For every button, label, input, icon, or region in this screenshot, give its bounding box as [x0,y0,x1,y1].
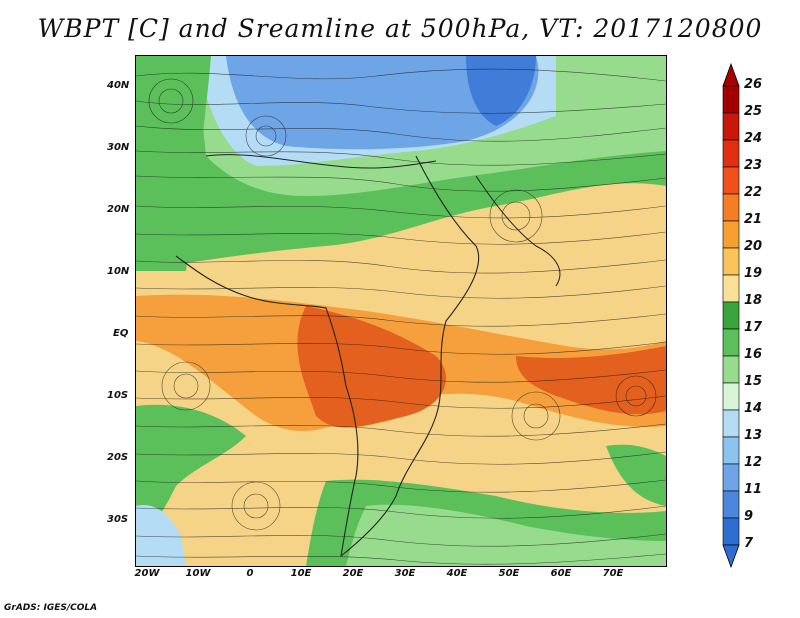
coastline-africa [175,255,359,557]
shade-west-green [136,56,211,271]
shade-east-red [516,346,666,415]
shade-sw-cool [136,505,186,566]
lon-tick: 60E [550,568,572,579]
colorbar-swatch [722,301,740,330]
colorbar-level-label: 12 [744,455,763,470]
colorbar-swatch [722,193,740,222]
shade-north-cold-core [466,56,536,126]
chart-title: WBPT [C] and Sreamline at 500hPa, VT: 20… [37,14,763,43]
colorbar-swatch [722,328,740,357]
colorbar-level-label: 20 [744,239,763,254]
map-panel [135,55,667,567]
colorbar-swatch [722,355,740,384]
streamlines [136,68,666,565]
lon-tick: 70E [602,568,624,579]
colorbar-level-label: 15 [744,374,763,389]
colorbar-level-label: 19 [744,266,763,281]
colorbar-level-label: 21 [744,212,763,227]
colorbar-swatch [722,166,740,195]
coastline-east-africa [340,155,480,557]
lat-tick: EQ [113,328,129,339]
coastline-arabia [475,175,561,287]
lon-tick: 10W [185,568,211,579]
colorbar-swatch [722,517,740,546]
shade-south-east-green [606,444,666,506]
lon-tick: 20E [342,568,364,579]
lon-tick: 10E [290,568,312,579]
colorbar-level-label: 11 [744,482,763,497]
colorbar-swatch [722,112,740,141]
colorbar-level-label: 23 [744,158,763,173]
lat-tick: 40N [107,80,130,91]
lon-tick: 30E [394,568,416,579]
colorbar-top-arrow [722,62,740,87]
colorbar-level-label: 18 [744,293,763,308]
credit-label: GrADS: IGES/COLA [4,603,98,613]
lon-tick: 50E [498,568,520,579]
colorbar-swatch [722,220,740,249]
colorbar-level-label: 14 [744,401,763,416]
lon-tick: 40E [446,568,468,579]
colorbar-level-label: 25 [744,104,763,119]
colorbar-level-label: 7 [744,536,754,551]
colorbar-swatch [722,85,740,114]
colorbar-level-label: 13 [744,428,763,443]
lat-tick: 20S [107,452,129,463]
colorbar-swatch [722,382,740,411]
lat-tick: 30S [107,514,129,525]
lon-tick: 20W [134,568,160,579]
lat-tick: 10S [107,390,129,401]
colorbar-bottom-arrow [722,544,740,569]
lon-tick: 0 [246,568,254,579]
colorbar-swatch [722,247,740,276]
colorbar-level-label: 24 [744,131,763,146]
colorbar-swatch [722,436,740,465]
shade-south-green-west [136,404,246,536]
lat-tick: 30N [107,142,130,153]
lat-tick: 20N [107,204,130,215]
colorbar-swatch [722,409,740,438]
shade-south-lightgreen [346,504,666,566]
coastline-mediterranean [205,154,437,169]
shade-north-cold [226,56,539,150]
colorbar-swatch [722,139,740,168]
map-svg [136,56,666,566]
colorbar-level-label: 17 [744,320,763,335]
lat-tick: 10N [107,266,130,277]
colorbar-swatch [722,463,740,492]
colorbar-level-label: 16 [744,347,763,362]
colorbar-swatch [722,490,740,519]
colorbar-swatch [722,274,740,303]
colorbar-level-label: 22 [744,185,763,200]
colorbar-level-label: 9 [744,509,754,524]
colorbar-level-label: 26 [744,77,763,92]
